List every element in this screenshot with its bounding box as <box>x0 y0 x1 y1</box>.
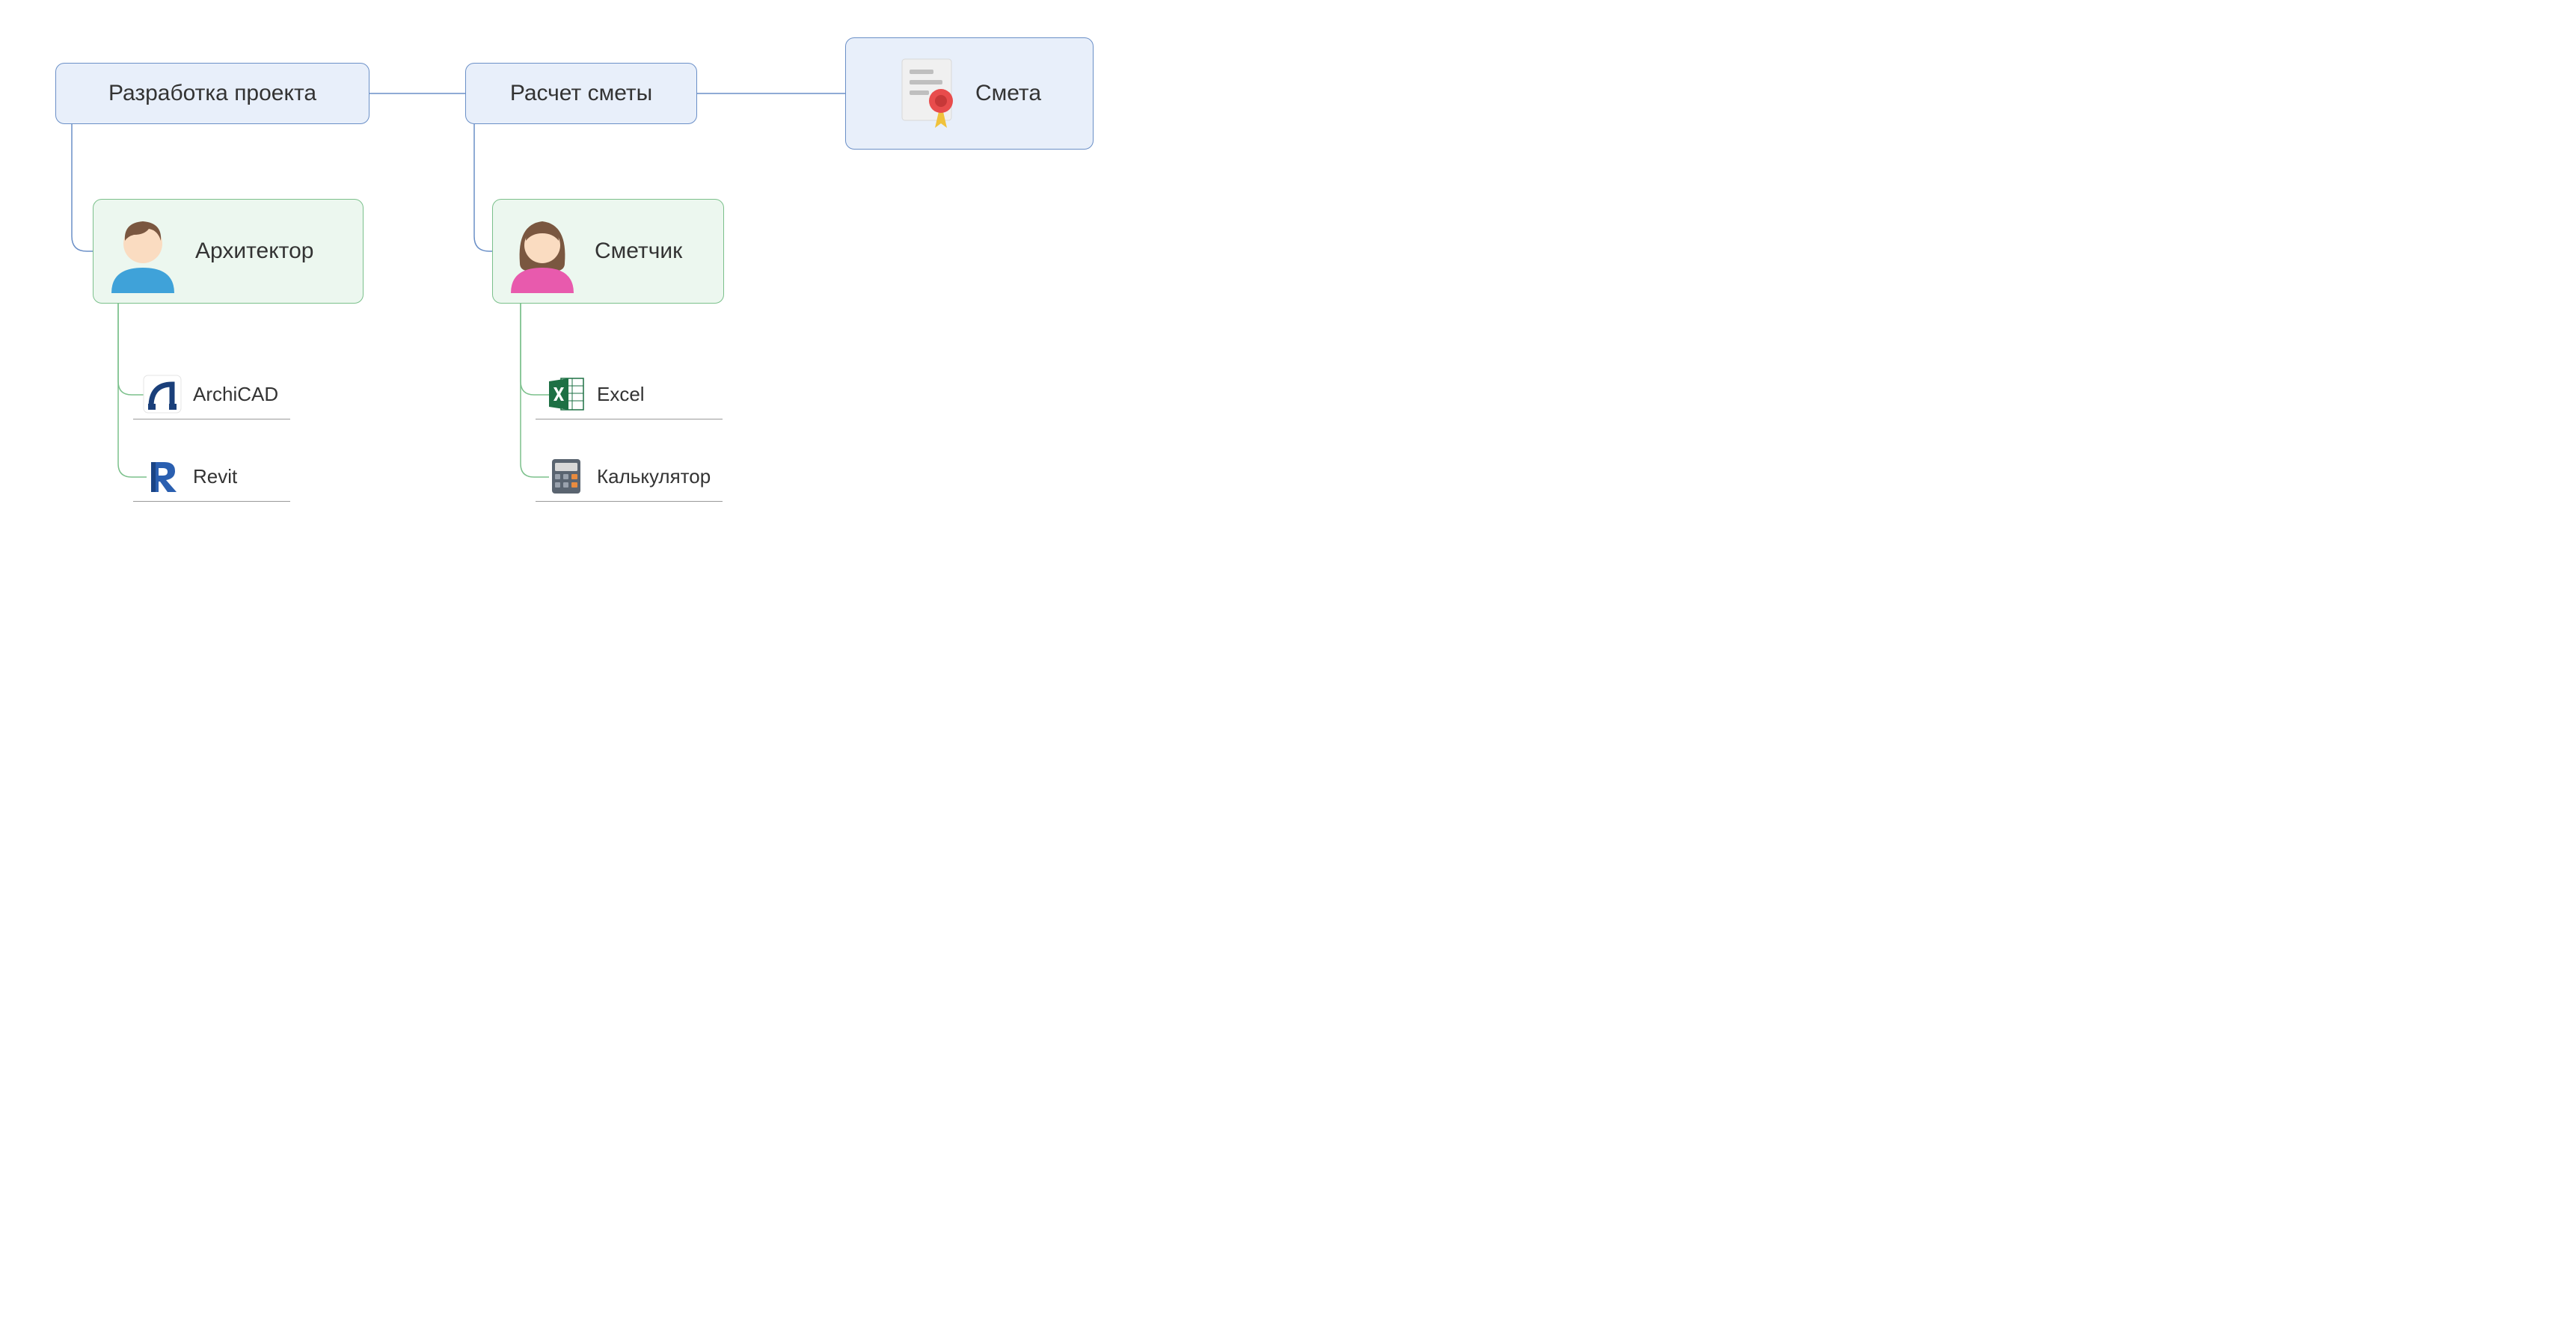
tool-node-revit: Revit <box>142 456 237 497</box>
role-node-architect: Архитектор <box>93 199 364 304</box>
calculator-icon <box>546 456 586 497</box>
result-node-estimate: Смета <box>845 37 1094 150</box>
avatar-male-icon <box>104 209 182 293</box>
revit-icon <box>142 456 183 497</box>
certificate-icon <box>898 56 962 131</box>
stage-label: Разработка проекта <box>108 81 316 106</box>
stage-node-project-development: Разработка проекта <box>55 63 369 124</box>
tool-underline <box>133 501 290 502</box>
tool-underline <box>536 501 723 502</box>
stage-node-estimate-calculation: Расчет сметы <box>465 63 697 124</box>
role-label: Архитектор <box>195 239 313 264</box>
tool-label: Калькулятор <box>597 465 711 488</box>
role-node-estimator: Сметчик <box>492 199 724 304</box>
connector-role2-tools <box>516 304 549 491</box>
tool-label: ArchiCAD <box>193 383 278 406</box>
role-label: Сметчик <box>595 239 682 264</box>
connector-stage1-stage2 <box>369 93 465 94</box>
archicad-icon <box>142 374 183 414</box>
tool-label: Revit <box>193 465 237 488</box>
tool-node-calculator: Калькулятор <box>546 456 711 497</box>
tool-node-archicad: ArchiCAD <box>142 374 278 414</box>
stage-label: Расчет сметы <box>510 81 652 106</box>
excel-icon <box>546 374 586 414</box>
connector-stage2-result <box>697 93 845 94</box>
tool-label: Excel <box>597 383 645 406</box>
avatar-female-icon <box>503 209 581 293</box>
tool-node-excel: Excel <box>546 374 645 414</box>
result-label: Смета <box>975 81 1041 106</box>
